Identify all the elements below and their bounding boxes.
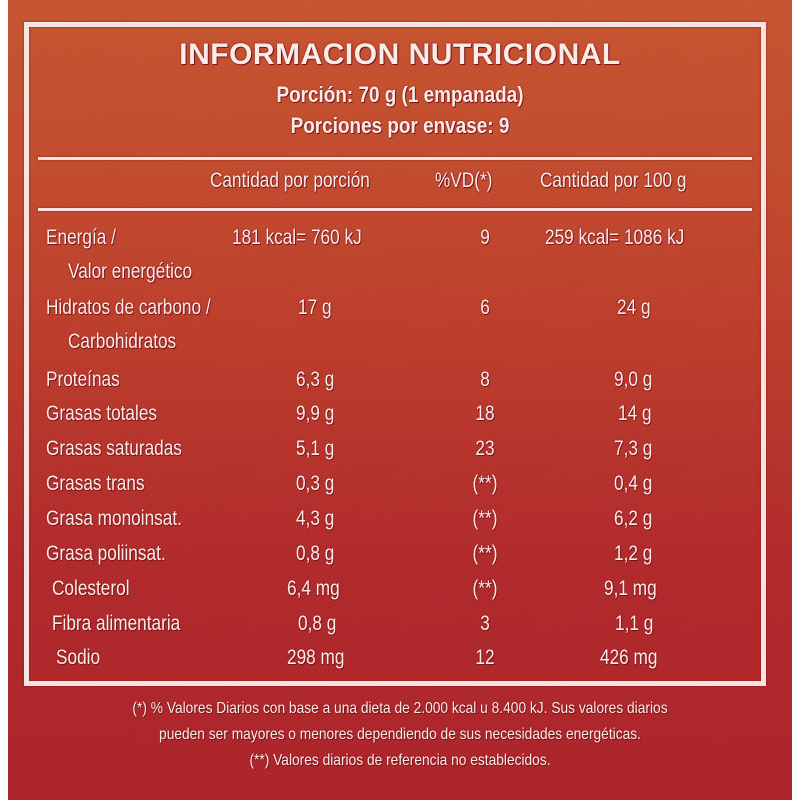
row-colesterol-per100: 9,1 mg [604,577,657,600]
row-grasas-saturadas-serving: 5,1 g [296,437,335,460]
nutrition-table-frame [24,22,766,686]
row-label-hidratos: Hidratos de carbono / [46,296,211,319]
row-label-grasas-saturadas: Grasas saturadas [46,437,182,460]
row-proteinas-serving: 6,3 g [296,368,335,391]
row-grasa-monoinsat-per100: 6,2 g [614,507,653,530]
column-header-per-100g: Cantidad por 100 g [540,169,687,192]
row-fibra-serving: 0,8 g [298,612,337,635]
row-label-sodio: Sodio [56,646,101,669]
row-fibra-per100: 1,1 g [615,612,654,635]
row-hidratos-dv: 6 [480,296,490,319]
header-divider-top [38,157,752,160]
row-label-hidratos-sub: Carbohidratos [68,330,177,353]
row-hidratos-serving: 17 g [298,296,332,319]
row-grasas-trans-dv: (**) [472,472,498,495]
column-header-per-serving: Cantidad por porción [210,169,370,192]
row-grasas-saturadas-dv: 23 [475,437,495,460]
row-grasas-trans-per100: 0,4 g [614,472,653,495]
package-background [8,0,792,800]
row-label-grasas-totales: Grasas totales [46,402,158,425]
serving-size: Porción: 70 g (1 empanada) [276,82,524,107]
footnote-no-reference: (**) Valores diarios de referencia no es… [249,752,551,769]
row-sodio-serving: 298 mg [287,646,345,669]
panel-title: INFORMACION NUTRICIONAL [179,38,621,71]
row-grasa-poliinsat-serving: 0,8 g [296,542,335,565]
row-proteinas-per100: 9,0 g [614,368,653,391]
footnote-daily-values: (*) % Valores Diarios con base a una die… [132,700,668,717]
row-label-energia-sub: Valor energético [68,260,193,283]
row-grasa-monoinsat-serving: 4,3 g [296,507,335,530]
row-label-grasa-monoinsat: Grasa monoinsat. [46,507,182,530]
row-colesterol-dv: (**) [472,577,498,600]
row-fibra-dv: 3 [480,612,490,635]
row-label-colesterol: Colesterol [52,577,130,600]
row-grasas-totales-serving: 9,9 g [296,402,335,425]
row-proteinas-dv: 8 [480,368,490,391]
row-grasas-totales-dv: 18 [475,402,495,425]
row-colesterol-serving: 6,4 mg [287,577,340,600]
row-grasas-saturadas-per100: 7,3 g [614,437,653,460]
row-label-grasa-poliinsat: Grasa poliinsat. [46,542,166,565]
row-energia-serving: 181 kcal= 760 kJ [232,226,362,249]
column-header-dv: %VD(*) [435,169,493,192]
header-divider-bottom [38,208,752,211]
row-grasas-totales-per100: 14 g [618,402,652,425]
row-label-fibra: Fibra alimentaria [52,612,181,635]
row-energia-per100: 259 kcal= 1086 kJ [545,226,685,249]
row-grasa-poliinsat-per100: 1,2 g [614,542,653,565]
row-energia-dv: 9 [480,226,490,249]
footnote-daily-values-cont: pueden ser mayores o menores dependiendo… [159,726,641,743]
row-label-proteinas: Proteínas [46,368,120,391]
row-label-energia: Energía / [46,226,116,249]
row-hidratos-per100: 24 g [617,296,651,319]
row-sodio-dv: 12 [475,646,495,669]
row-sodio-per100: 426 mg [600,646,658,669]
row-grasa-poliinsat-dv: (**) [472,542,498,565]
row-grasa-monoinsat-dv: (**) [472,507,498,530]
row-label-grasas-trans: Grasas trans [46,472,145,495]
row-grasas-trans-serving: 0,3 g [296,472,335,495]
servings-per-package: Porciones por envase: 9 [290,113,510,138]
